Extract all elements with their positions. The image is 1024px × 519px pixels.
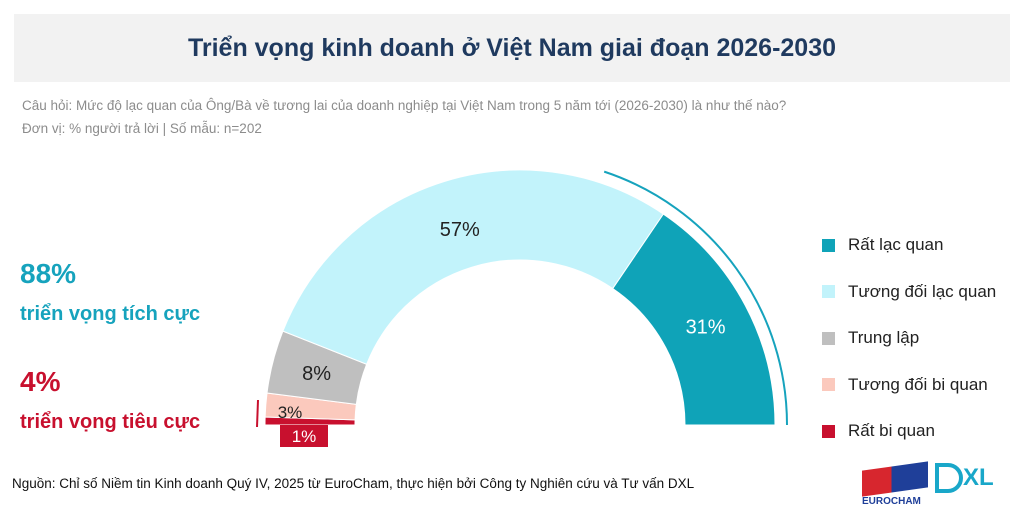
data-label: 1% <box>292 427 317 446</box>
legend-swatch <box>822 424 835 438</box>
unit-text: Đơn vị: % người trả lời | Số mẫu: n=202 <box>22 121 262 136</box>
gauge-segment <box>612 213 776 426</box>
page-title: Triển vọng kinh doanh ở Việt Nam giai đo… <box>187 33 837 62</box>
legend-item: Rất bi quan <box>822 408 996 455</box>
legend-item: Trung lập <box>822 315 996 362</box>
dxl-logo: XL <box>935 463 1015 503</box>
legend-label: Trung lập <box>848 328 920 348</box>
data-label: 57% <box>440 219 480 241</box>
legend-label: Rất lạc quan <box>848 235 944 255</box>
question-text: Câu hỏi: Mức độ lạc quan của Ông/Bà về t… <box>22 98 787 113</box>
positive-label: triển vọng tích cực <box>20 303 201 325</box>
negative-bracket <box>256 399 259 428</box>
gauge-segment <box>282 169 665 365</box>
legend-swatch <box>822 378 835 392</box>
legend-item: Tương đối bi quan <box>822 362 996 409</box>
legend-swatch <box>822 285 835 299</box>
title-bar: Triển vọng kinh doanh ở Việt Nam giai đo… <box>14 14 1010 82</box>
legend-swatch <box>822 238 835 252</box>
negative-label: triển vọng tiêu cực <box>20 411 201 433</box>
eurocham-logo: EUROCHAM <box>862 461 928 510</box>
data-label: 8% <box>302 363 331 385</box>
legend-item: Rất lạc quan <box>822 222 996 269</box>
data-label: 3% <box>278 403 303 422</box>
data-label: 31% <box>686 317 726 339</box>
source-text: Nguồn: Chỉ số Niềm tin Kinh doanh Quý IV… <box>12 476 695 491</box>
legend-label: Tương đối bi quan <box>848 374 988 394</box>
legend-label: Rất bi quan <box>848 421 935 441</box>
legend-label: Tương đối lạc quan <box>848 281 997 301</box>
label-box <box>280 425 328 447</box>
positive-bracket <box>603 170 788 426</box>
positive-value: 88% <box>20 258 77 289</box>
legend-item: Tương đối lạc quan <box>822 269 996 316</box>
legend: Rất lạc quan Tương đối lạc quan Trung lập T… <box>822 222 996 455</box>
negative-value: 4% <box>20 366 61 397</box>
legend-swatch <box>822 331 835 345</box>
